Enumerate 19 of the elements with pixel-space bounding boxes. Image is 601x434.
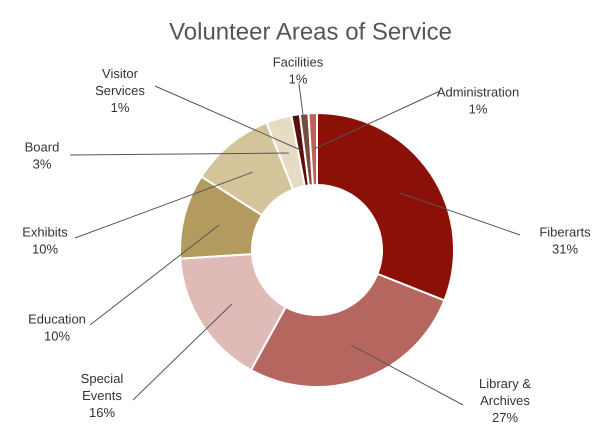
- data-label: 1%: [288, 71, 308, 86]
- data-label: 16%: [88, 404, 116, 420]
- data-label: 10%: [32, 241, 58, 256]
- data-label: 27%: [492, 410, 518, 424]
- slice-label: Library & Archives: [478, 376, 532, 408]
- slice-label: Facilities: [272, 54, 324, 69]
- slice-label: Administration: [436, 84, 520, 99]
- data-label: 1%: [110, 100, 130, 114]
- slice-label: Exhibits: [22, 224, 68, 239]
- slice-label: Board: [24, 139, 60, 154]
- data-label: 10%: [44, 328, 70, 343]
- slice-label: Education: [28, 311, 86, 326]
- slice-label: Special Events: [80, 370, 124, 402]
- slice-label: Visitor Services: [95, 66, 146, 98]
- chart-title: Volunteer Areas of Service: [169, 18, 452, 46]
- data-label: 31%: [552, 241, 578, 256]
- data-label: 1%: [468, 101, 488, 116]
- data-label: 3%: [32, 156, 52, 171]
- slice-label: Fiberarts: [539, 224, 592, 239]
